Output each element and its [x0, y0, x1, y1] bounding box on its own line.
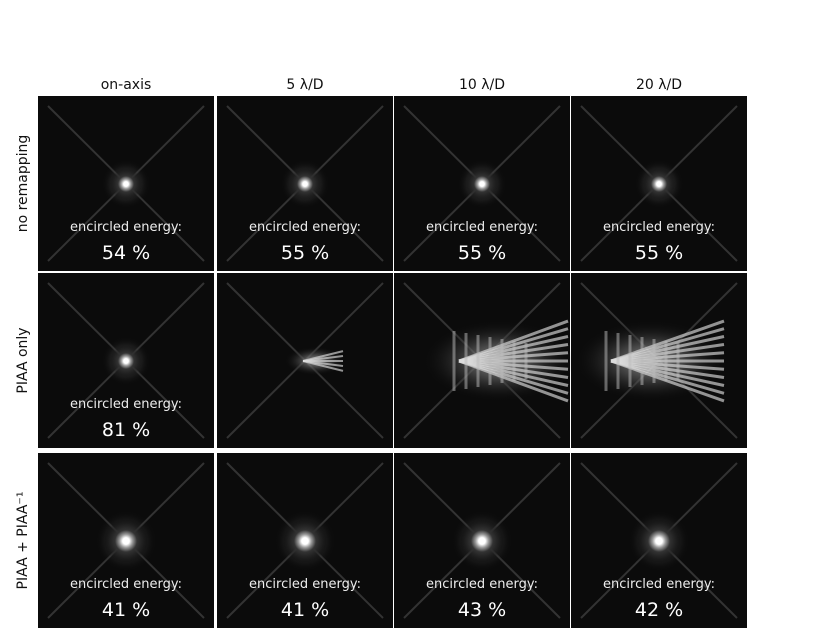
energy-value: 43 % [458, 599, 506, 621]
energy-caption: encircled energy: [249, 577, 361, 592]
energy-caption: encircled energy: [603, 577, 715, 592]
row-label: PIAA only [15, 327, 31, 393]
psf-panel: encircled energy: 81 % [38, 273, 214, 448]
column-header: 20 λ/D [636, 77, 682, 93]
energy-caption: encircled energy: [70, 220, 182, 235]
energy-value: 55 % [458, 242, 506, 264]
psf-panel: encircled energy: 41 % [217, 453, 393, 628]
energy-value: 41 % [102, 599, 150, 621]
psf-core [110, 168, 142, 200]
psf-panel: encircled energy: 41 % [38, 453, 214, 628]
psf-core [110, 345, 142, 377]
energy-caption: encircled energy: [70, 577, 182, 592]
psf-panel: encircled energy: 55 % [217, 96, 393, 271]
energy-value: 54 % [102, 242, 150, 264]
energy-caption: encircled energy: [426, 220, 538, 235]
psf-panel [217, 273, 393, 448]
psf-core [466, 168, 498, 200]
psf-panel [394, 273, 574, 448]
energy-caption: encircled energy: [603, 220, 715, 235]
column-header: 10 λ/D [459, 77, 505, 93]
fringe [302, 360, 344, 372]
column-header: on-axis [101, 77, 152, 93]
energy-caption: encircled energy: [249, 220, 361, 235]
psf-core [643, 168, 675, 200]
energy-value: 42 % [635, 599, 683, 621]
row-label: no remapping [15, 135, 31, 233]
psf-core [637, 519, 681, 563]
psf-panel: encircled energy: 43 % [394, 453, 570, 628]
psf-panel: encircled energy: 55 % [571, 96, 747, 271]
column-header: 5 λ/D [286, 77, 323, 93]
energy-value: 55 % [635, 242, 683, 264]
psf-core [460, 519, 504, 563]
row-label: PIAA + PIAA⁻¹ [15, 492, 31, 590]
energy-caption: encircled energy: [70, 397, 182, 412]
psf-panel: encircled energy: 55 % [394, 96, 570, 271]
energy-value: 55 % [281, 242, 329, 264]
psf-panel: encircled energy: 54 % [38, 96, 214, 271]
psf-panel: encircled energy: 42 % [571, 453, 747, 628]
psf-core [289, 168, 321, 200]
energy-value: 41 % [281, 599, 329, 621]
psf-core [283, 519, 327, 563]
energy-value: 81 % [102, 419, 150, 441]
psf-core [104, 519, 148, 563]
psf-panel [571, 273, 747, 448]
energy-caption: encircled energy: [426, 577, 538, 592]
